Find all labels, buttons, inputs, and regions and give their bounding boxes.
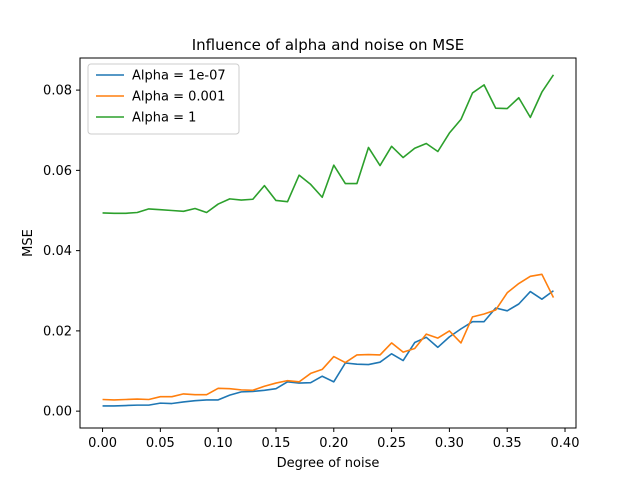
legend-label-1: Alpha = 0.001 — [132, 90, 225, 105]
x-tick-label: 0.25 — [377, 436, 406, 451]
x-tick-label: 0.15 — [261, 436, 290, 451]
legend-box — [87, 63, 240, 135]
y-tick-label: 0.00 — [43, 405, 72, 420]
plot-frame — [79, 57, 577, 429]
legend-label-2: Alpha = 1 — [132, 111, 196, 126]
legend-entries: Alpha = 1e-07 Alpha = 0.001 Alpha = 1 — [96, 69, 226, 126]
x-tick-label: 0.10 — [204, 436, 233, 451]
series-line-1 — [102, 273, 555, 401]
x-axis-label: Degree of noise — [277, 456, 380, 471]
series-line-2 — [102, 74, 555, 215]
x-tick-label: 0.05 — [146, 436, 175, 451]
chart-title: Influence of alpha and noise on MSE — [192, 36, 464, 54]
y-axis-label: MSE — [21, 229, 36, 257]
legend-label-0: Alpha = 1e-07 — [132, 69, 226, 84]
series-lines — [102, 74, 555, 407]
x-tick-label: 0.30 — [435, 436, 464, 451]
x-tick-label: 0.35 — [493, 436, 522, 451]
y-axis-ticks: 0.00 0.02 0.04 0.06 0.08 — [43, 84, 80, 420]
y-tick-label: 0.04 — [43, 244, 72, 259]
x-axis-ticks: 0.00 0.05 0.10 0.15 0.20 0.25 0.30 0.35 0.40 — [88, 428, 579, 451]
legend: Alpha = 1e-07 Alpha = 0.001 Alpha = 1 — [87, 63, 240, 135]
x-tick-label: 0.40 — [551, 436, 580, 451]
x-tick-label: 0.00 — [88, 436, 117, 451]
series-line-0 — [102, 290, 554, 407]
x-tick-label: 0.20 — [319, 436, 348, 451]
y-tick-label: 0.08 — [43, 84, 72, 99]
y-tick-label: 0.06 — [43, 164, 72, 179]
y-tick-label: 0.02 — [43, 324, 72, 339]
